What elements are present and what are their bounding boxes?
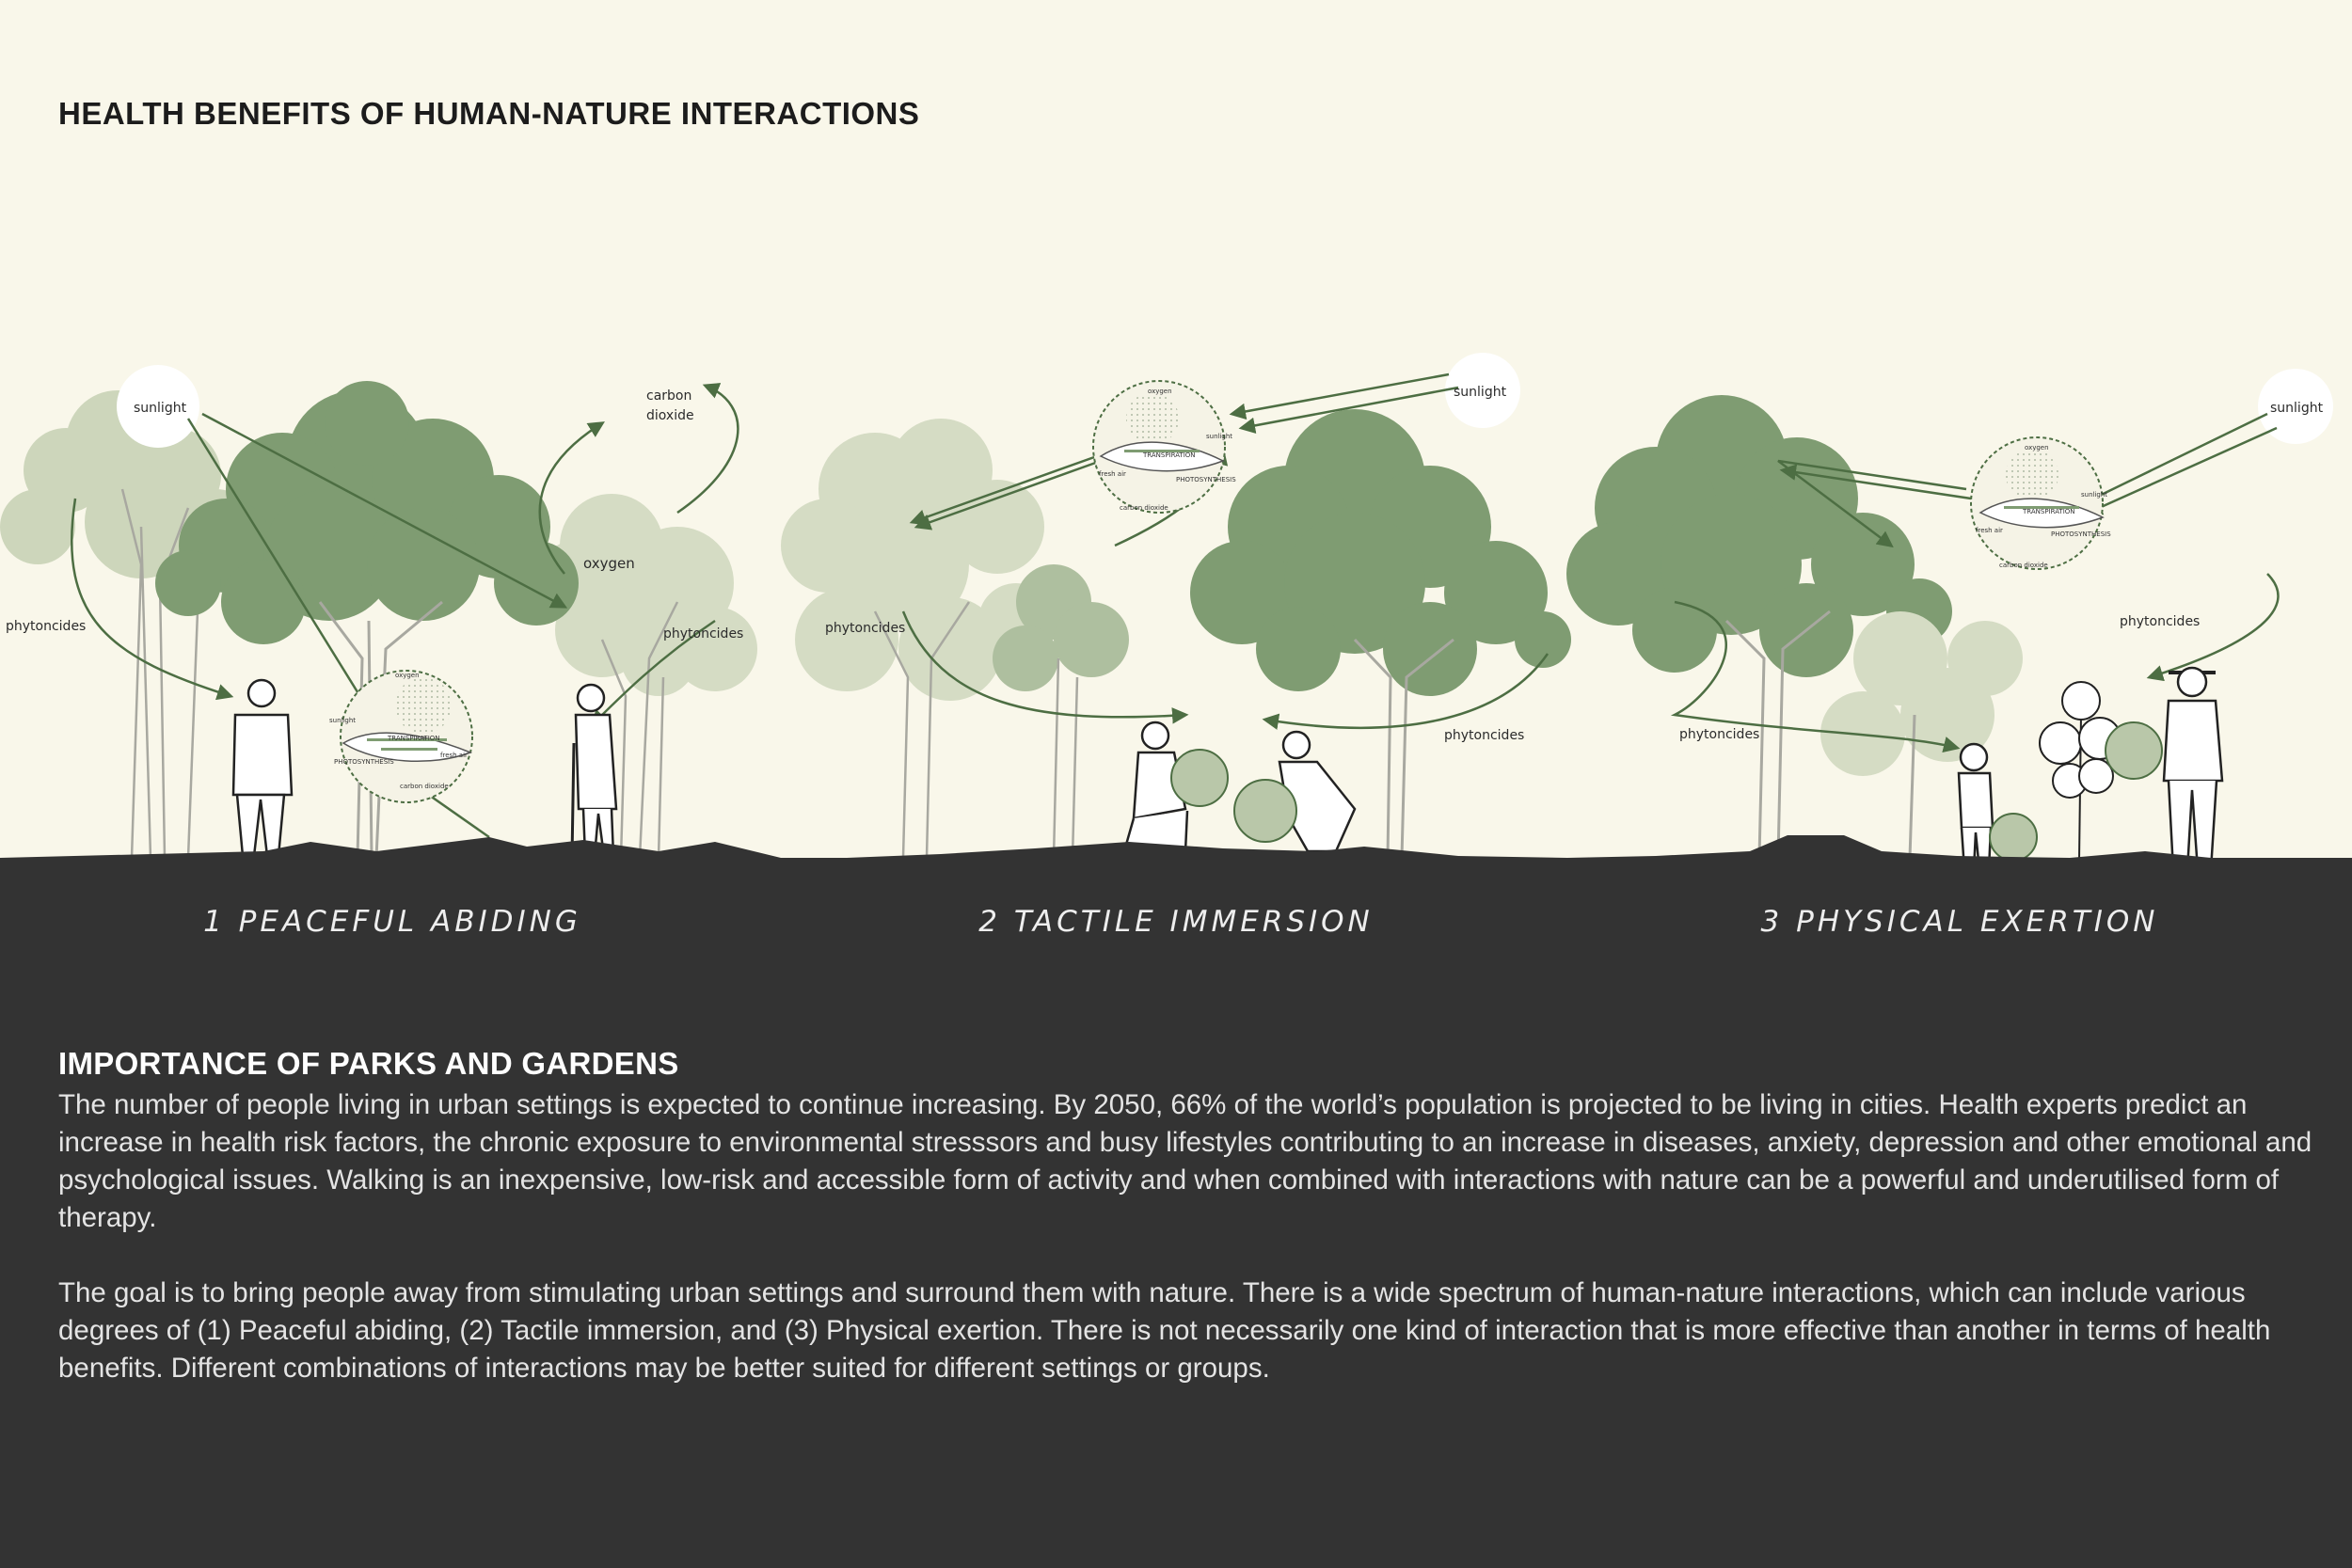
small-tree-2 xyxy=(993,564,1129,691)
main-tree xyxy=(155,381,579,644)
section-title: IMPORTANCE OF PARKS AND GARDENS xyxy=(58,1046,679,1081)
svg-text:dioxide: dioxide xyxy=(646,408,694,423)
panel-caption-physical-exertion: 3 PHYSICAL EXERTION xyxy=(1760,905,2159,939)
ground-silhouette xyxy=(0,835,2352,884)
svg-text:oxygen: oxygen xyxy=(395,672,420,679)
touch-highlight xyxy=(1170,749,1229,807)
svg-text:phytoncides: phytoncides xyxy=(825,621,905,636)
watering-highlight xyxy=(2105,721,2163,780)
panel-2-illustration: oxygen sunlight TRANSPIRATION PHOTOSYNTH… xyxy=(781,353,1571,859)
svg-text:carbon dioxide: carbon dioxide xyxy=(1120,504,1168,512)
svg-text:sunlight: sunlight xyxy=(1206,433,1232,440)
panel-caption-tactile-immersion: 2 TACTILE IMMERSION xyxy=(978,905,1374,939)
svg-text:PHOTOSYNTHESIS: PHOTOSYNTHESIS xyxy=(2051,531,2111,538)
svg-text:oxygen: oxygen xyxy=(583,555,635,572)
body-paragraph-2: The goal is to bring people away from st… xyxy=(58,1277,2271,1384)
svg-text:phytoncides: phytoncides xyxy=(1444,728,1524,743)
svg-text:carbon dioxide: carbon dioxide xyxy=(1999,562,2048,569)
svg-text:sunlight: sunlight xyxy=(329,717,356,724)
svg-text:sunlight: sunlight xyxy=(2081,491,2107,499)
svg-text:carbon dioxide: carbon dioxide xyxy=(400,783,449,790)
process-diagram-1: oxygen sunlight TRANSPIRATION PHOTOSYNTH… xyxy=(329,670,473,803)
page-title: HEALTH BENEFITS OF HUMAN-NATURE INTERACT… xyxy=(58,96,920,131)
process-diagram-2: oxygen sunlight TRANSPIRATION PHOTOSYNTH… xyxy=(1092,380,1236,514)
svg-text:sunlight: sunlight xyxy=(134,401,187,416)
svg-text:phytoncides: phytoncides xyxy=(6,619,86,634)
panel-3-illustration: oxygen sunlight TRANSPIRATION PHOTOSYNTH… xyxy=(1566,369,2333,872)
svg-text:fresh air: fresh air xyxy=(440,752,468,759)
watering-highlight xyxy=(1989,813,2038,862)
svg-text:fresh air: fresh air xyxy=(1976,527,2003,534)
svg-text:oxygen: oxygen xyxy=(2025,444,2049,451)
standing-man-figure xyxy=(231,678,294,858)
svg-text:phytoncides: phytoncides xyxy=(2120,614,2200,629)
svg-text:TRANSPIRATION: TRANSPIRATION xyxy=(1142,451,1196,459)
svg-text:PHOTOSYNTHESIS: PHOTOSYNTHESIS xyxy=(1176,476,1236,483)
sun-icon xyxy=(2258,369,2333,444)
svg-text:sunlight: sunlight xyxy=(1454,385,1507,400)
main-tree-3 xyxy=(1566,395,1952,677)
panel-caption-peaceful-abiding: 1 PEACEFUL ABIDING xyxy=(203,905,581,939)
svg-text:fresh air: fresh air xyxy=(1099,470,1126,478)
sun-icon xyxy=(1445,353,1520,428)
svg-text:carbon: carbon xyxy=(646,388,691,404)
svg-text:TRANSPIRATION: TRANSPIRATION xyxy=(2022,508,2075,515)
process-diagram-3: oxygen sunlight TRANSPIRATION PHOTOSYNTH… xyxy=(1970,436,2111,570)
svg-text:phytoncides: phytoncides xyxy=(663,626,743,641)
crouching-gardener-figure xyxy=(1122,721,1189,853)
panel-1-illustration: oxygen sunlight TRANSPIRATION PHOTOSYNTH… xyxy=(0,365,757,859)
svg-text:PHOTOSYNTHESIS: PHOTOSYNTHESIS xyxy=(334,758,394,766)
svg-text:phytoncides: phytoncides xyxy=(1679,727,1759,742)
svg-text:oxygen: oxygen xyxy=(1148,388,1172,395)
elderly-woman-figure xyxy=(570,683,618,859)
adult-gardener-figure xyxy=(2162,666,2224,872)
background-tree-left-2 xyxy=(781,419,1054,701)
sapling xyxy=(2039,681,2122,862)
svg-text:TRANSPIRATION: TRANSPIRATION xyxy=(387,735,440,742)
illustration-scene: oxygen sunlight TRANSPIRATION PHOTOSYNTH… xyxy=(0,353,2352,884)
svg-text:sunlight: sunlight xyxy=(2270,401,2324,416)
sun-icon xyxy=(117,365,199,448)
child-watering-figure xyxy=(1957,742,1994,872)
body-paragraph-1: The number of people living in urban set… xyxy=(58,1089,2312,1233)
touch-highlight xyxy=(1233,779,1297,843)
main-tree-2 xyxy=(1190,409,1571,696)
kneeling-gardener-figure xyxy=(1278,730,1357,853)
